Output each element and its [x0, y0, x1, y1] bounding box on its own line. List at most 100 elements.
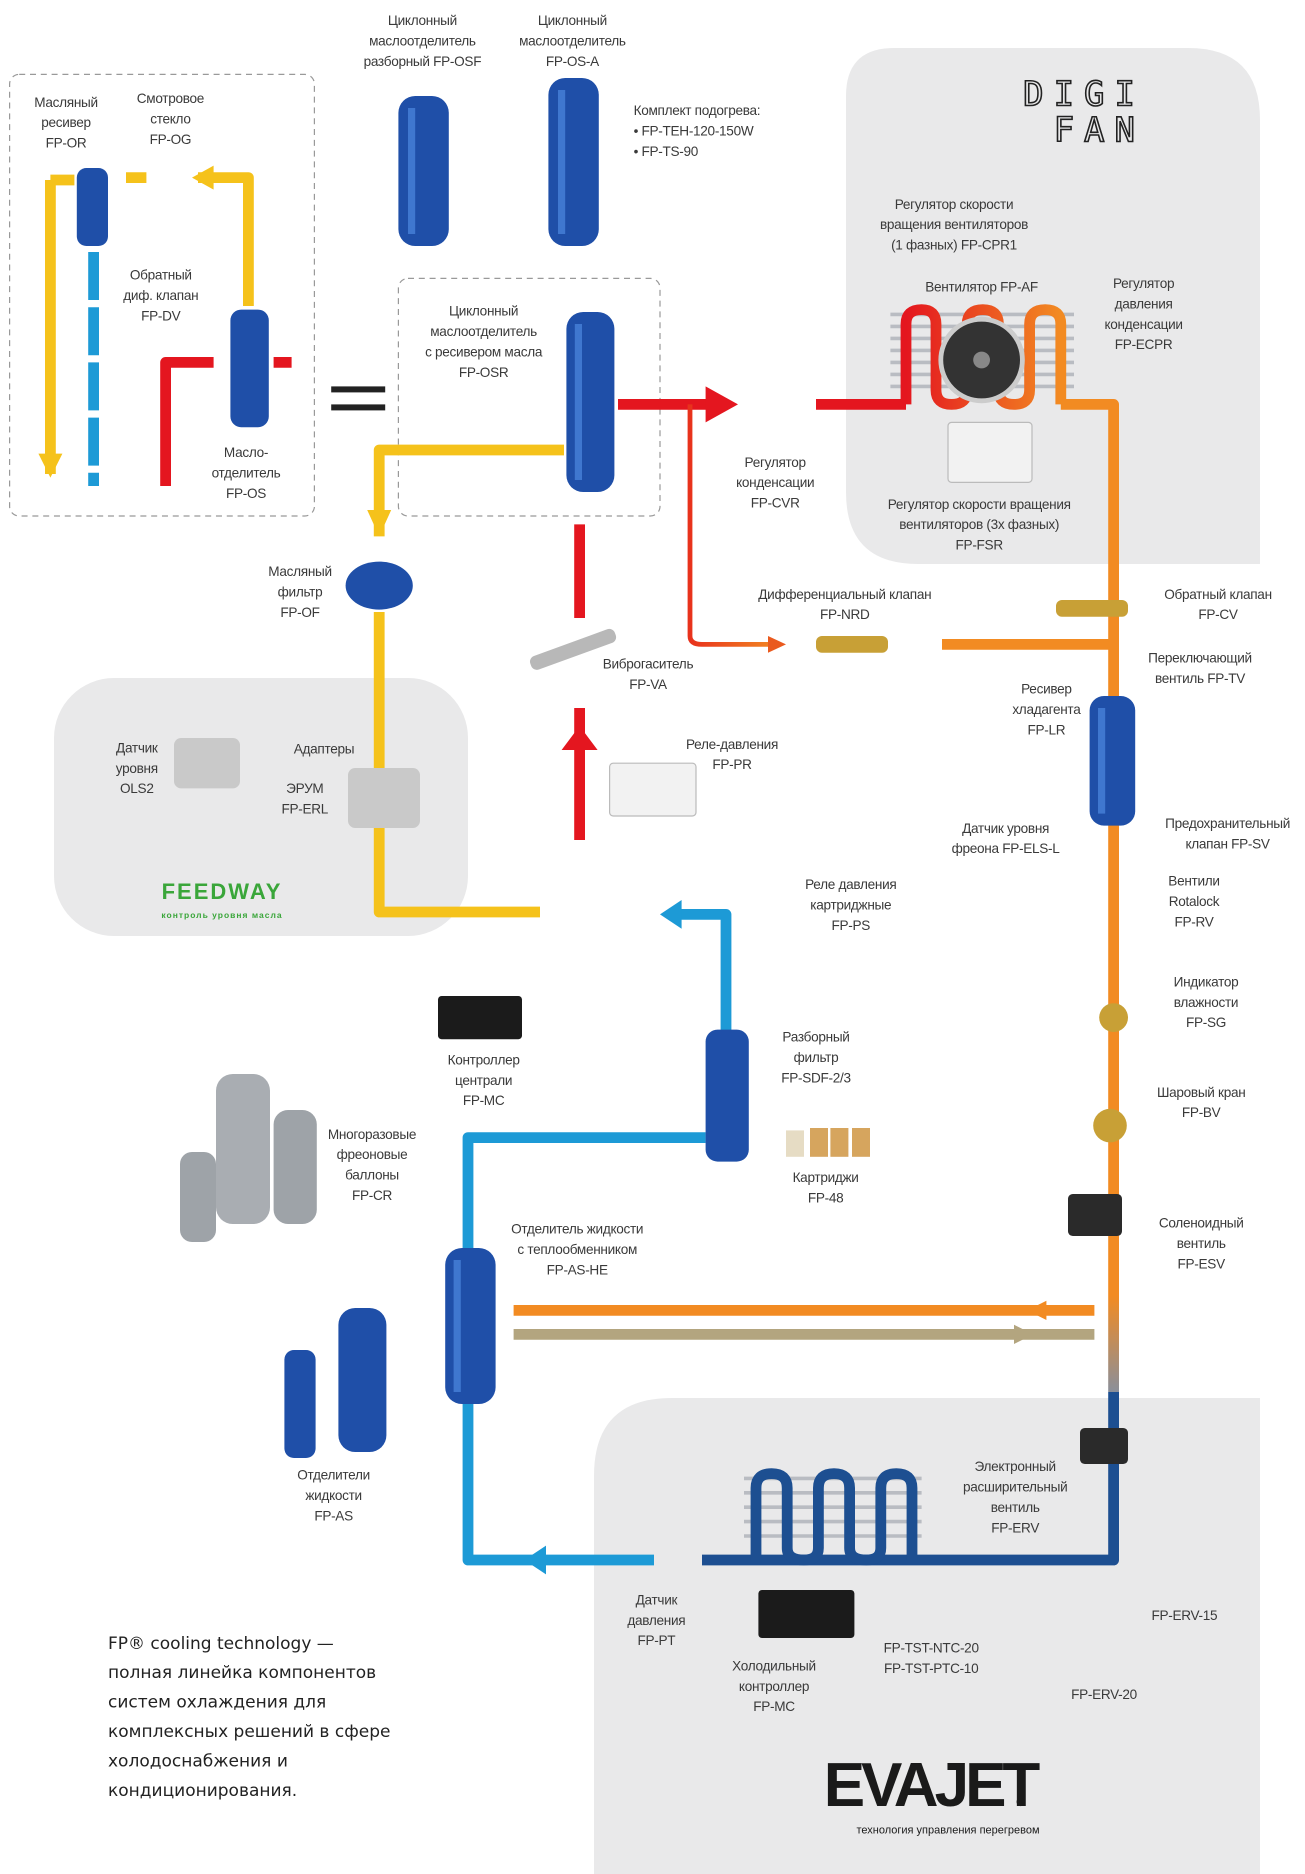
arrow [367, 510, 391, 536]
component-label: Картриджи [793, 1170, 859, 1185]
component-label: Адаптеры [294, 742, 355, 757]
component-label: FP-NRD [820, 607, 870, 622]
component-label: диф. клапан [123, 288, 198, 303]
equals [331, 404, 385, 410]
evajet-tagline: технология управления перегревом [856, 1825, 1039, 1837]
component-label: FP-MC [753, 1699, 795, 1714]
component-label: давления [627, 1613, 685, 1628]
component-label: FP-OSR [459, 365, 509, 380]
description-line: FP® cooling technology — [108, 1634, 334, 1654]
component-label: влажности [1174, 995, 1238, 1010]
component-label: Шаровый кран [1157, 1085, 1245, 1100]
component-label: Вентилятор FP-AF [925, 280, 1038, 295]
component-label: Циклонный [538, 13, 607, 28]
component-label: FP-ERV-20 [1071, 1687, 1138, 1702]
component-label: Регулятор [1113, 276, 1174, 291]
component-label: ресивер [41, 115, 91, 130]
component-label: FP-PR [712, 757, 752, 772]
component-label: FP-TST-PTC-10 [884, 1661, 979, 1676]
component-label: Циклонный [388, 13, 457, 28]
component-label: отделитель [212, 466, 281, 481]
component-label: FP-ESV [1178, 1256, 1226, 1271]
component-label: • FP-TS-90 [634, 144, 699, 159]
component-label: FP-SG [1186, 1015, 1226, 1030]
component-label: Комплект подогрева: [634, 103, 761, 118]
component-label: фильтр [794, 1050, 839, 1065]
digifan-logo: DIGI [1023, 75, 1145, 115]
component-label: FP-OS [226, 486, 266, 501]
page: { "components": [ {"lines": ["Масляный",… [0, 0, 1305, 1874]
component-label: стекло [150, 112, 190, 127]
component-label: давления [1115, 296, 1173, 311]
component-label: OLS2 [120, 781, 154, 796]
arrow [38, 454, 62, 478]
component-label: Переключающий [1148, 650, 1252, 665]
description-line: систем охлаждения для [108, 1693, 326, 1713]
component-label: • FP-TEH-120-150W [634, 124, 754, 139]
component-label: Холодильный [732, 1658, 816, 1673]
component-label: (1 фазных) FP-CPR1 [891, 238, 1017, 253]
component-label: Датчик [636, 1592, 679, 1607]
component-label: Реле давления [805, 877, 896, 892]
component-label: Контроллер [448, 1052, 520, 1067]
component-label: Соленоидный [1159, 1216, 1244, 1231]
component-label: баллоны [345, 1168, 399, 1183]
arrow [768, 636, 786, 653]
component-label: Обратный клапан [1164, 587, 1272, 602]
arrow [1027, 1301, 1046, 1320]
osr-box [398, 278, 660, 516]
component-label: FP-CV [1198, 607, 1238, 622]
component-label: Индикатор [1174, 974, 1239, 989]
component-label: хладагента [1012, 702, 1081, 717]
component-label: Регулятор скорости [895, 197, 1014, 212]
component-label: Масляный [268, 564, 332, 579]
evajet-logo: EVAJET [824, 1751, 1041, 1820]
component-label: FP-ERL [282, 802, 329, 817]
component-label: с ресивером масла [425, 344, 543, 359]
pipe [379, 450, 564, 536]
component-label: Электронный [975, 1459, 1056, 1474]
component-label: FP-DV [141, 308, 181, 323]
component-label: ЭРУМ [286, 781, 323, 796]
pipe [198, 178, 248, 306]
component-label: Регулятор скорости вращения [888, 497, 1071, 512]
component-label: FP-VA [629, 677, 668, 692]
component-label: Rotalock [1169, 894, 1220, 909]
component-label: Отделитель жидкости [511, 1222, 643, 1237]
description-line: холодоснабжения и [108, 1751, 288, 1771]
component-label: контроллер [739, 1679, 809, 1694]
equals [331, 386, 385, 392]
component-label: жидкости [305, 1488, 362, 1503]
component-label: FP-RV [1174, 914, 1213, 929]
component-label: FP-OG [150, 132, 192, 147]
component-label: Датчик уровня [962, 821, 1049, 836]
component-label: маслоотделитель [519, 34, 626, 49]
component-label: клапан FP-SV [1185, 836, 1269, 851]
component-label: конденсации [1104, 317, 1182, 332]
component-label: Циклонный [449, 304, 518, 319]
arrow [660, 900, 682, 929]
component-label: FP-OR [46, 136, 87, 151]
component-label: расширительный [963, 1480, 1067, 1495]
component-label: FP-LR [1028, 722, 1066, 737]
component-label: FP-ERV-15 [1151, 1608, 1217, 1623]
component-label: Виброгаситель [603, 656, 694, 671]
pipe [672, 914, 726, 1032]
evajet-mark: ® [1016, 1795, 1025, 1809]
component-label: уровня [116, 761, 158, 776]
arrow [524, 1546, 546, 1575]
component-label: Масляный [34, 95, 98, 110]
component-label: FP-CR [352, 1188, 393, 1203]
description-line: кондиционирования. [108, 1781, 297, 1801]
arrow [1014, 1325, 1033, 1344]
component-label: Дифференциальный клапан [758, 587, 931, 602]
component-label: FP-FSR [956, 538, 1004, 553]
component-label: Многоразовые [328, 1127, 416, 1142]
component-label: конденсации [736, 475, 814, 490]
component-label: картриджные [810, 898, 891, 913]
component-label: FP-ERV [991, 1520, 1039, 1535]
component-label: Масло- [224, 445, 268, 460]
component-label: вращения вентиляторов [880, 217, 1028, 232]
component-label: Датчик [116, 740, 159, 755]
component-label: Предохранительный [1165, 816, 1290, 831]
